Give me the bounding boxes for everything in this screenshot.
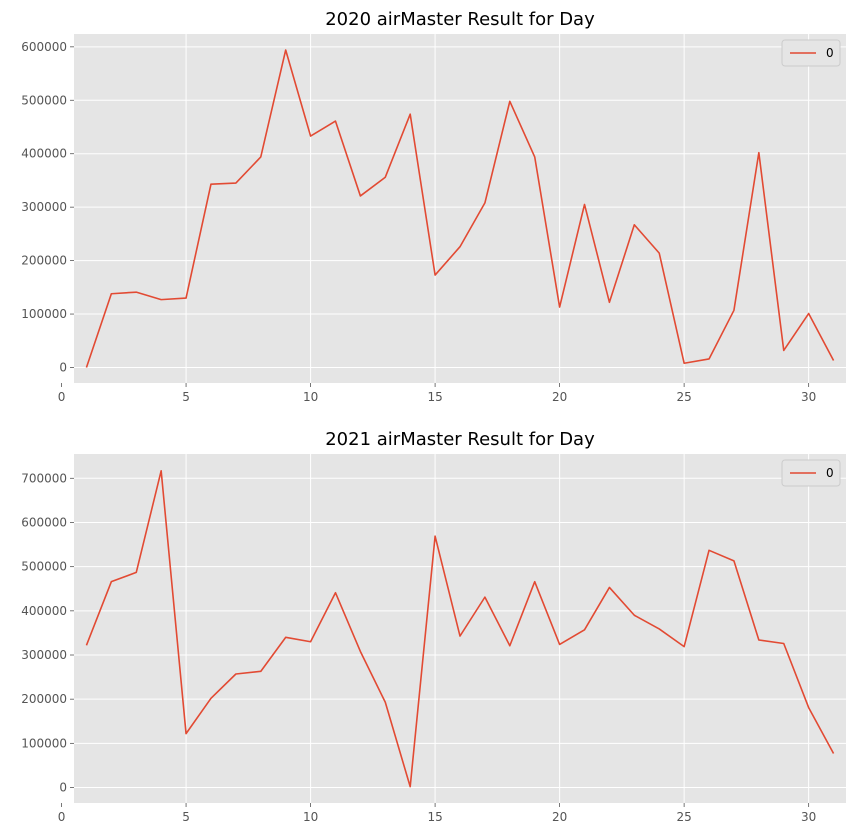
- y-tick-label: 600000: [21, 40, 67, 54]
- y-tick-label: 500000: [21, 93, 67, 107]
- y-tick-label: 100000: [21, 736, 67, 750]
- y-tick-label: 400000: [21, 604, 67, 618]
- chart-2021: 2021 airMaster Result for Day 0 5 10 15 20 25 3…: [21, 429, 846, 824]
- legend-label: 0: [826, 466, 834, 480]
- x-tick-label: 25: [676, 390, 691, 404]
- chart-title: 2020 airMaster Result for Day: [325, 9, 595, 30]
- chart-2020: 2020 airMaster Result for Day 0 5 10 15 20 25 3…: [21, 9, 846, 404]
- series-line-0: [85, 469, 835, 788]
- x-tick-label: 10: [303, 390, 318, 404]
- x-tick-label: 30: [801, 810, 816, 824]
- x-tick-label: 10: [303, 810, 318, 824]
- y-tick-label: 700000: [21, 471, 67, 485]
- plot-area: [74, 454, 846, 803]
- legend: 0: [781, 459, 841, 487]
- y-tick-label: 0: [59, 781, 67, 795]
- x-tick-label: 20: [552, 390, 567, 404]
- x-tick-label: 15: [427, 810, 442, 824]
- y-tick-label: 200000: [21, 254, 67, 268]
- x-tick-label: 5: [182, 810, 190, 824]
- y-tick-label: 100000: [21, 307, 67, 321]
- series-line-0: [85, 49, 835, 368]
- x-tick-label: 15: [427, 390, 442, 404]
- legend-label: 0: [826, 46, 834, 60]
- x-tick-label: 25: [676, 810, 691, 824]
- x-tick-label: 0: [58, 810, 66, 824]
- y-tick-label: 300000: [21, 648, 67, 662]
- chart-title: 2021 airMaster Result for Day: [325, 429, 595, 450]
- y-tick-label: 400000: [21, 147, 67, 161]
- y-tick-label: 300000: [21, 200, 67, 214]
- legend: 0: [781, 39, 841, 67]
- y-tick-label: 500000: [21, 560, 67, 574]
- x-tick-label: 30: [801, 390, 816, 404]
- x-tick-label: 20: [552, 810, 567, 824]
- x-tick-label: 5: [182, 390, 190, 404]
- x-tick-label: 0: [58, 390, 66, 404]
- plot-area: [74, 34, 846, 383]
- y-tick-label: 0: [59, 361, 67, 375]
- y-tick-label: 600000: [21, 515, 67, 529]
- y-tick-label: 200000: [21, 692, 67, 706]
